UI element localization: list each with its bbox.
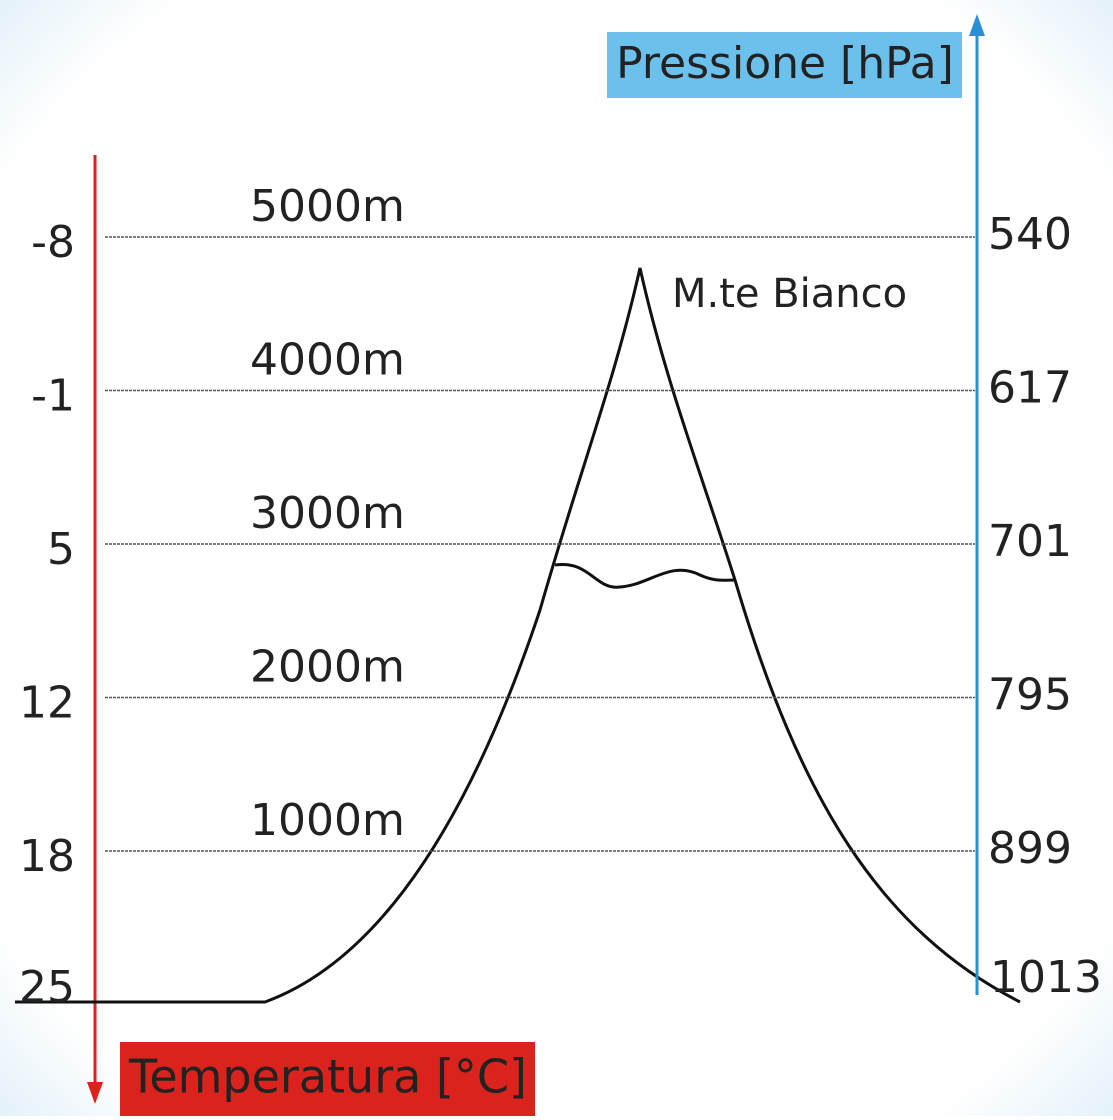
temperature-value: -1 bbox=[31, 371, 75, 422]
pressure-arrow bbox=[969, 14, 985, 36]
temperature-label: Temperatura [°C] bbox=[128, 1050, 527, 1104]
altitude-label: 2000m bbox=[250, 642, 405, 693]
pressure-label: Pressione [hPa] bbox=[616, 38, 954, 89]
altitude-label: 3000m bbox=[250, 488, 405, 539]
pressure-value: 617 bbox=[988, 363, 1072, 414]
pressure-value: 795 bbox=[988, 670, 1072, 721]
snow-line bbox=[554, 562, 736, 589]
mountain bbox=[15, 267, 1021, 1004]
temperature-label-box bbox=[120, 1042, 535, 1116]
temperature-value: 5 bbox=[47, 524, 75, 575]
temperature-value: -8 bbox=[31, 217, 75, 268]
temperature-value: 12 bbox=[19, 678, 75, 729]
altitude-label: 5000m bbox=[250, 181, 405, 232]
peak-label: M.te Bianco bbox=[672, 271, 907, 317]
temperature-value: 25 bbox=[19, 962, 75, 1013]
pressure-value: 899 bbox=[988, 823, 1072, 874]
pressure-value: 540 bbox=[988, 209, 1072, 260]
altitude-label: 1000m bbox=[250, 795, 405, 846]
temperature-arrow bbox=[87, 1082, 103, 1104]
temperature-value: 18 bbox=[19, 831, 75, 882]
pressure-label-box bbox=[607, 32, 962, 98]
pressure-value: 701 bbox=[988, 516, 1072, 567]
pressure-value: 1013 bbox=[990, 952, 1102, 1003]
altitude-label: 4000m bbox=[250, 335, 405, 386]
